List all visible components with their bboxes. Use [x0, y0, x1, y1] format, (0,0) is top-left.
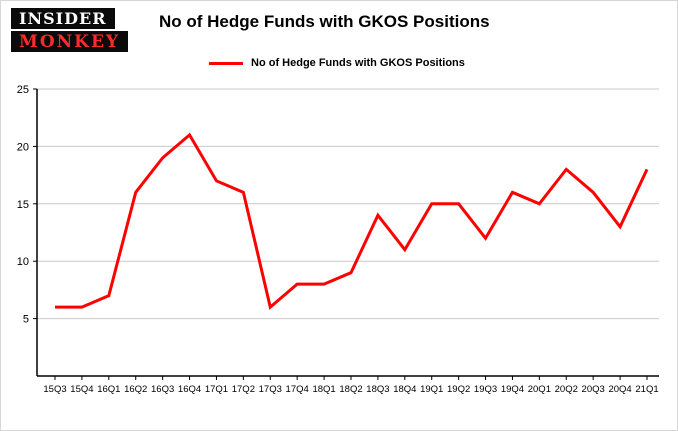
logo-monkey: MONKEY	[11, 30, 129, 53]
x-tick-label: 21Q1	[635, 384, 658, 395]
logo-monkey-text: MONKEY	[19, 31, 121, 52]
x-tick-label: 16Q3	[151, 384, 174, 395]
x-tick-label: 15Q4	[70, 384, 93, 395]
x-tick-label: 19Q1	[420, 384, 443, 395]
logo-insider: INSIDER	[11, 8, 115, 29]
x-tick-label: 20Q4	[608, 384, 631, 395]
y-tick-label: 10	[17, 256, 29, 268]
x-tick-label: 16Q1	[97, 384, 120, 395]
x-tick-label: 20Q1	[528, 384, 551, 395]
x-tick-label: 17Q2	[232, 384, 255, 395]
y-tick-label: 25	[17, 84, 29, 96]
x-tick-label: 17Q1	[205, 384, 228, 395]
legend-label: No of Hedge Funds with GKOS Positions	[251, 57, 465, 69]
y-tick-label: 15	[17, 199, 29, 211]
chart-legend: No of Hedge Funds with GKOS Positions	[209, 56, 465, 70]
chart-title: No of Hedge Funds with GKOS Positions	[159, 12, 490, 31]
legend-line-swatch	[209, 61, 243, 65]
x-tick-label: 18Q2	[339, 384, 362, 395]
x-tick-label: 20Q3	[582, 384, 605, 395]
x-tick-label: 18Q3	[366, 384, 389, 395]
x-tick-label: 19Q4	[501, 384, 524, 395]
x-tick-label: 19Q2	[447, 384, 470, 395]
x-tick-label: 18Q4	[393, 384, 416, 395]
x-tick-label: 17Q4	[286, 384, 309, 395]
x-tick-label: 18Q1	[312, 384, 335, 395]
y-tick-label: 5	[23, 314, 29, 326]
x-tick-label: 17Q3	[259, 384, 282, 395]
x-tick-label: 19Q3	[474, 384, 497, 395]
x-tick-label: 16Q2	[124, 384, 147, 395]
series-line	[55, 132, 649, 310]
x-tick-label: 20Q2	[555, 384, 578, 395]
x-tick-label: 16Q4	[178, 384, 201, 395]
insider-monkey-logo: INSIDER MONKEY	[11, 8, 129, 54]
x-tick-label: 15Q3	[43, 384, 66, 395]
logo-insider-text: INSIDER	[19, 9, 107, 28]
y-tick-label: 20	[17, 141, 29, 153]
